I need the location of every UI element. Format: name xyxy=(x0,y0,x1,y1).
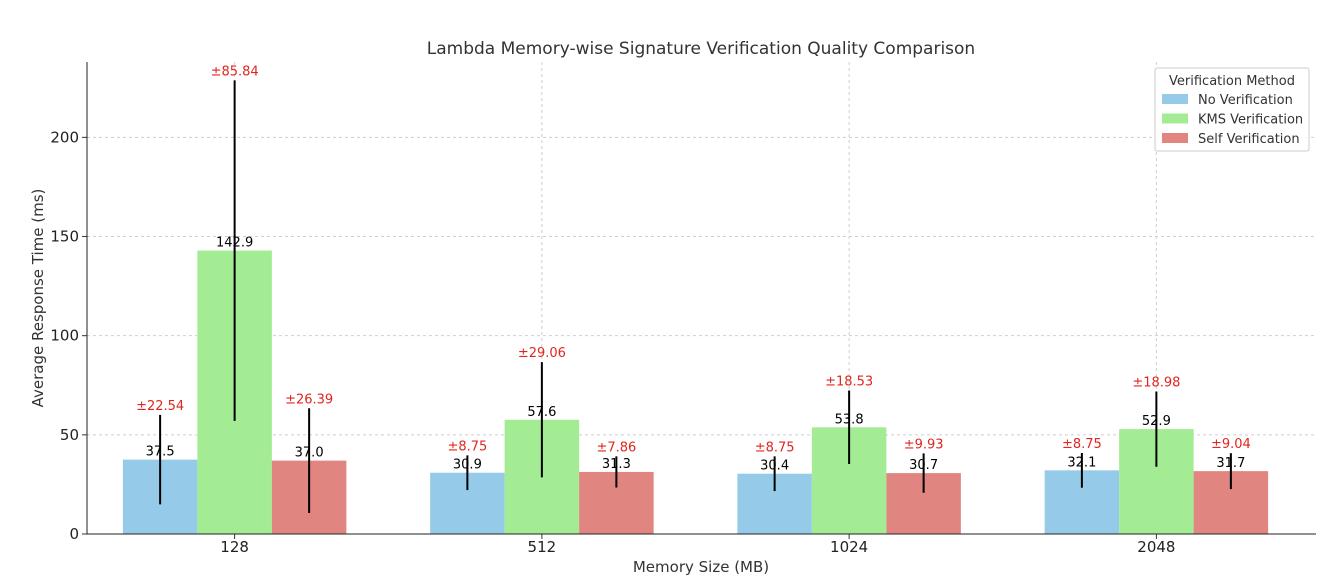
legend: Verification Method No Verification KMS V… xyxy=(1154,67,1310,152)
y-tick-label: 150 xyxy=(50,228,79,246)
value-label: 32.1 xyxy=(1067,455,1096,470)
legend-box xyxy=(1154,67,1310,152)
value-label: 31.7 xyxy=(1216,456,1245,471)
error-label: ±26.39 xyxy=(285,392,333,407)
x-tick-label: 512 xyxy=(528,538,557,556)
value-label: 37.5 xyxy=(146,445,175,460)
x-tick-label: 128 xyxy=(220,538,249,556)
legend-items: No Verification KMS Verification Self Veri… xyxy=(1162,93,1303,147)
x-tick-label: 1024 xyxy=(830,538,868,556)
error-label: ±29.06 xyxy=(518,346,566,361)
error-label: ±7.86 xyxy=(596,440,636,455)
legend-swatch xyxy=(1162,133,1188,143)
value-label: 30.4 xyxy=(760,459,789,474)
value-label: 31.3 xyxy=(602,457,631,472)
value-label: 52.9 xyxy=(1142,414,1171,429)
y-tick-label: 50 xyxy=(60,426,79,444)
error-label: ±85.84 xyxy=(211,64,259,79)
y-tick-label: 100 xyxy=(50,327,79,345)
y-tick-label: 200 xyxy=(50,128,79,146)
legend-label: KMS Verification xyxy=(1198,113,1303,128)
legend-swatch xyxy=(1162,113,1188,124)
y-tick-label: 0 xyxy=(69,525,79,543)
value-label: 57.6 xyxy=(527,405,556,420)
x-axis-label: Memory Size (MB) xyxy=(633,558,769,576)
y-axis-label: Average Response Time (ms) xyxy=(29,189,47,408)
error-label: ±8.75 xyxy=(755,440,795,455)
error-label: ±18.53 xyxy=(825,375,873,390)
error-label: ±8.75 xyxy=(1062,437,1102,452)
legend-title: Verification Method xyxy=(1169,74,1295,89)
value-label: 37.0 xyxy=(295,446,324,461)
error-label: ±8.75 xyxy=(447,439,487,454)
chart-title: Lambda Memory-wise Signature Verificatio… xyxy=(427,39,975,59)
value-label: 142.9 xyxy=(216,236,253,251)
error-label: ±18.98 xyxy=(1132,375,1180,390)
value-label: 30.9 xyxy=(453,458,482,473)
axes: 0 50 100 150 200 128 512 1024 2048 xyxy=(50,62,1316,556)
data-labels: 37.5 ±22.54 30.9 ±8.75 30.4 ±8.75 32.1 ±8.75 142… xyxy=(136,64,1251,473)
value-label: 53.8 xyxy=(835,412,864,427)
error-label: ±9.04 xyxy=(1211,437,1251,452)
legend-label: No Verification xyxy=(1198,93,1293,108)
x-tick-label: 2048 xyxy=(1137,538,1175,556)
value-label: 30.7 xyxy=(909,458,938,473)
error-label: ±22.54 xyxy=(136,399,184,414)
legend-swatch xyxy=(1162,94,1188,104)
error-label: ±9.93 xyxy=(904,437,944,452)
error-bars xyxy=(159,80,1232,513)
legend-label: Self Verification xyxy=(1198,132,1300,147)
